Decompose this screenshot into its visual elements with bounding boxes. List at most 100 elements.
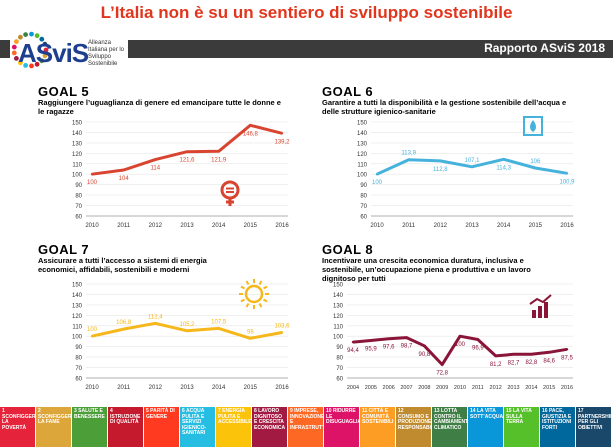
sdg-tile-label: 1 SCONFIGGERE LA POVERTÀ: [2, 408, 39, 431]
data-label: 114,3: [496, 165, 511, 171]
y-tick-label: 60: [75, 377, 82, 383]
data-point: [249, 337, 252, 340]
sdg-tile-2: 2 SCONFIGGERE LA FAME: [36, 407, 75, 447]
data-point: [547, 351, 551, 354]
sdg-goals-bar: 1 SCONFIGGERE LA POVERTÀ 2 SCONFIGGERE LA…: [0, 407, 613, 447]
y-tick-label: 90: [75, 183, 82, 189]
data-point: [512, 353, 515, 356]
sdg-tile-label: 16 PACE, GIUSTIZIA E ISTITUZIONI FORTI: [542, 408, 572, 431]
y-tick-label: 100: [333, 335, 344, 341]
sdg-tile-13: 13 LOTTA CONTRO IL CAMBIAMENTO CLIMATICO: [432, 407, 472, 447]
data-point: [351, 340, 355, 344]
logo-ring-dot: [18, 34, 23, 40]
x-tick-label: 2016: [560, 223, 574, 229]
logo-ring-dot: [42, 41, 48, 47]
y-tick-label: 120: [72, 314, 83, 320]
asvis-logo: ASviS Alleanza Italiana per lo Sviluppo …: [10, 26, 128, 74]
sdg-tile-7: 7 ENERGIA PULITA E ACCESSIBILE: [216, 407, 252, 447]
x-tick-label: 2012: [434, 223, 448, 229]
data-point: [502, 158, 505, 161]
y-tick-label: 130: [72, 141, 83, 147]
data-label: 105,2: [179, 322, 195, 328]
data-label: 72,8: [436, 371, 448, 377]
data-point: [154, 158, 157, 161]
data-point: [405, 336, 408, 339]
y-tick-label: 90: [336, 345, 343, 351]
y-tick-label: 70: [336, 366, 343, 372]
x-tick-label: 2014: [525, 385, 537, 391]
sun-icon: [239, 279, 269, 309]
data-label: 114: [151, 166, 161, 172]
y-tick-label: 100: [72, 173, 83, 179]
data-label: 90,8: [418, 352, 430, 358]
y-tick-label: 70: [75, 204, 82, 210]
x-tick-label: 2013: [465, 223, 479, 229]
x-tick-label: 2010: [370, 223, 384, 229]
growth-chart-icon: [529, 294, 552, 318]
sdg-tile-label: 13 LOTTA CONTRO IL CAMBIAMENTO CLIMATICO: [434, 408, 472, 431]
data-label: 98: [247, 329, 254, 335]
data-point: [494, 354, 497, 358]
logo-ring-dot: [14, 56, 19, 61]
sdg-tile-label: 17 PARTNERSHIP PER GLI OBIETTIVI: [578, 408, 613, 431]
goal7-title: GOAL 7: [38, 242, 90, 257]
data-point: [375, 173, 379, 176]
sdg-tile-label: 14 LA VITA SOTT’ACQUA: [470, 408, 504, 420]
sdg-tile-5: 5 PARITÀ DI GENERE: [144, 407, 179, 447]
y-tick-label: 130: [333, 303, 344, 309]
y-tick-label: 140: [333, 293, 344, 299]
goal5-title: GOAL 5: [38, 84, 90, 99]
logo-text: ASviS: [18, 38, 89, 68]
sdg-tile-label: 15 LA VITA SULLA TERRA: [506, 408, 532, 425]
asvis-logo-ring-icon: [11, 31, 49, 69]
x-tick-label: 2008: [418, 385, 430, 391]
y-tick-label: 60: [75, 215, 82, 221]
logo-ring-dot: [34, 61, 40, 67]
y-tick-label: 110: [72, 162, 82, 168]
y-tick-label: 120: [333, 314, 344, 320]
sdg-tile-10: 10 RIDURRE LE DISUGUAGLIANZE: [324, 407, 371, 447]
data-point: [534, 166, 537, 170]
y-tick-label: 70: [360, 204, 367, 210]
data-point: [407, 158, 410, 161]
data-point: [565, 172, 569, 175]
x-tick-label: 2004: [347, 385, 359, 391]
sdg-tile-16: 16 PACE, GIUSTIZIA E ISTITUZIONI FORTI: [540, 407, 575, 447]
data-point: [369, 339, 373, 342]
data-point: [185, 329, 189, 332]
data-point: [154, 322, 157, 325]
data-label: 107,1: [464, 158, 480, 164]
x-tick-label: 2013: [507, 385, 519, 391]
data-label: 95,9: [365, 347, 377, 353]
y-tick-label: 150: [357, 121, 368, 127]
y-tick-label: 80: [336, 356, 343, 362]
data-label: 106: [530, 159, 541, 165]
x-tick-label: 2015: [244, 223, 258, 229]
y-tick-label: 130: [72, 303, 83, 309]
x-tick-label: 2015: [543, 385, 555, 391]
x-tick-label: 2012: [149, 385, 163, 391]
logo-ring-dot: [29, 63, 34, 69]
data-label: 96,9: [472, 345, 484, 351]
sdg-tile-label: 11 CITTÀ E COMUNITÀ SOSTENIBILI: [362, 408, 394, 425]
y-tick-label: 60: [336, 377, 343, 383]
page-title: L’Italia non è su un sentiero di svilupp…: [100, 3, 513, 22]
x-tick-label: 2014: [497, 223, 511, 229]
logo-ring-dot: [23, 32, 28, 37]
y-tick-label: 80: [360, 194, 367, 200]
data-label: 98,7: [401, 344, 413, 350]
sdg-tile-label: 8 LAVORO DIGNITOSO E CRESCITA ECONOMICA: [254, 408, 286, 431]
report-label: Rapporto ASviS 2018: [484, 41, 605, 55]
data-label: 139,2: [274, 139, 290, 145]
logo-ring-dot: [39, 36, 45, 42]
goal8-subtitle: Incentivare una crescita economica durat…: [322, 256, 531, 283]
logo-ring-dot: [18, 60, 23, 66]
y-tick-label: 120: [357, 152, 368, 158]
sdg-tile-label: 9 IMPRESE, INNOVAZIONE E INFRASTRUTTURE: [290, 408, 336, 431]
goal8-title: GOAL 8: [322, 242, 374, 257]
data-label: 100: [455, 342, 466, 348]
x-tick-label: 2014: [212, 385, 226, 391]
data-label: 112,8: [433, 167, 448, 173]
data-point: [440, 363, 444, 366]
x-tick-label: 2011: [472, 385, 484, 391]
